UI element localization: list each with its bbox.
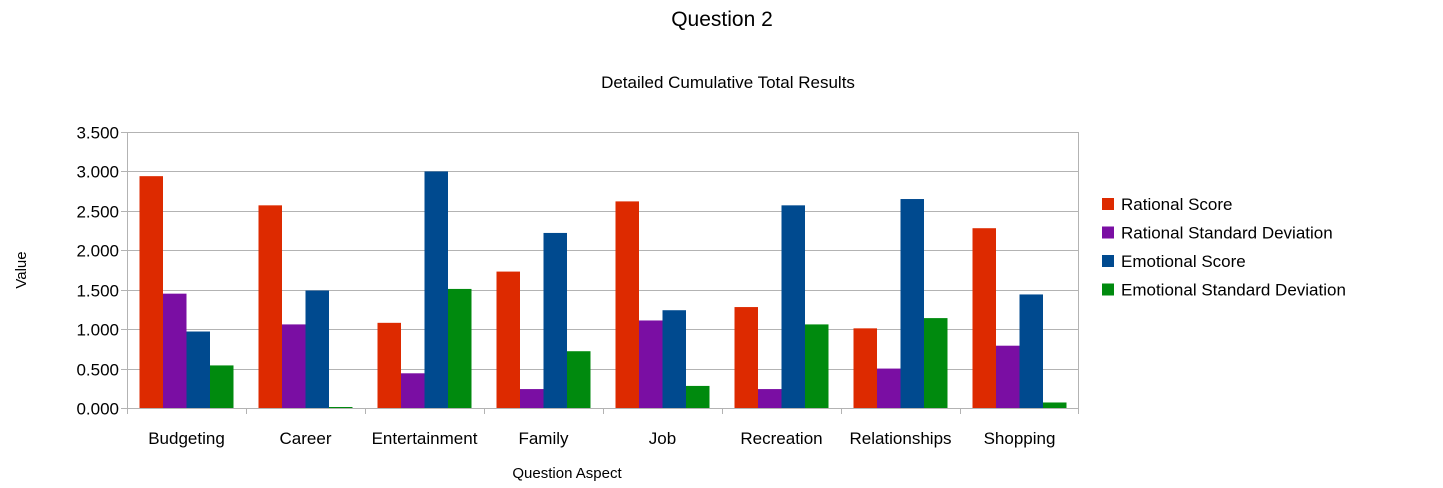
x-tick-label: Job [649, 429, 676, 448]
bar-emotional-score [662, 310, 686, 408]
x-tick-label: Career [280, 429, 332, 448]
bar-emotional-score [424, 171, 448, 408]
bar-rational-standard-deviation [520, 389, 544, 408]
y-tick-label: 0.000 [76, 400, 119, 419]
x-tick-label: Relationships [849, 429, 951, 448]
bars [139, 171, 1067, 408]
chart-subtitle: Detailed Cumulative Total Results [601, 73, 855, 92]
bar-emotional-standard-deviation [567, 351, 591, 408]
y-tick-label: 2.000 [76, 242, 119, 261]
bar-emotional-score [1019, 294, 1043, 408]
bar-rational-standard-deviation [163, 293, 187, 408]
bar-rational-score [853, 328, 877, 408]
x-axis-label: Question Aspect [512, 465, 622, 482]
legend-swatch [1102, 198, 1114, 210]
legend-swatch [1102, 283, 1114, 296]
y-tick-label: 2.500 [76, 203, 119, 222]
bar-rational-standard-deviation [401, 373, 425, 408]
bar-rational-score [972, 228, 996, 408]
bar-rational-score [377, 322, 401, 408]
bar-rational-standard-deviation [639, 320, 663, 408]
bar-rational-score [258, 205, 282, 408]
y-tick-label: 0.500 [76, 361, 119, 380]
bar-rational-standard-deviation [877, 368, 901, 408]
bar-rational-score [139, 176, 163, 408]
y-tick-label: 3.500 [76, 124, 119, 143]
legend-entry-label: Rational Score [1121, 195, 1233, 214]
legend: Rational Score Rational Standard Deviatio… [1102, 195, 1346, 300]
legend-swatch [1102, 226, 1114, 239]
bar-emotional-score [186, 331, 210, 408]
x-tick-label: Budgeting [148, 429, 225, 448]
bar-emotional-standard-deviation [448, 288, 472, 408]
bar-rational-score [496, 271, 520, 408]
axes: 0.000 0.500 1.000 1.500 2.000 2.500 3.000 3.500… [76, 124, 1079, 448]
bar-rational-standard-deviation [996, 345, 1020, 408]
x-tick-label: Family [518, 429, 569, 448]
legend-entry-label: Emotional Standard Deviation [1121, 281, 1346, 300]
bar-emotional-standard-deviation [805, 324, 829, 408]
bar-emotional-standard-deviation [210, 365, 234, 408]
bar-emotional-standard-deviation [686, 385, 710, 408]
bar-emotional-standard-deviation [329, 407, 353, 408]
legend-entry-label: Rational Standard Deviation [1121, 224, 1333, 243]
legend-entry-label: Emotional Score [1121, 252, 1246, 271]
bar-rational-score [734, 307, 758, 408]
bar-rational-score [615, 201, 639, 408]
y-axis-label: Value [13, 251, 30, 288]
bar-rational-standard-deviation [282, 324, 306, 408]
y-tick-label: 3.000 [76, 163, 119, 182]
x-tick-label: Entertainment [372, 429, 478, 448]
y-tick-label: 1.000 [76, 321, 119, 340]
bar-emotional-standard-deviation [1043, 402, 1067, 408]
bar-emotional-score [543, 232, 567, 408]
bar-emotional-score [305, 290, 329, 408]
legend-swatch [1102, 255, 1114, 267]
bar-emotional-standard-deviation [924, 318, 948, 408]
bar-emotional-score [900, 199, 924, 408]
bar-emotional-score [781, 205, 805, 408]
x-tick-label: Recreation [740, 429, 822, 448]
chart-title: Question 2 [671, 8, 773, 31]
x-tick-label: Shopping [984, 429, 1056, 448]
bar-rational-standard-deviation [758, 389, 782, 408]
y-tick-label: 1.500 [76, 282, 119, 301]
